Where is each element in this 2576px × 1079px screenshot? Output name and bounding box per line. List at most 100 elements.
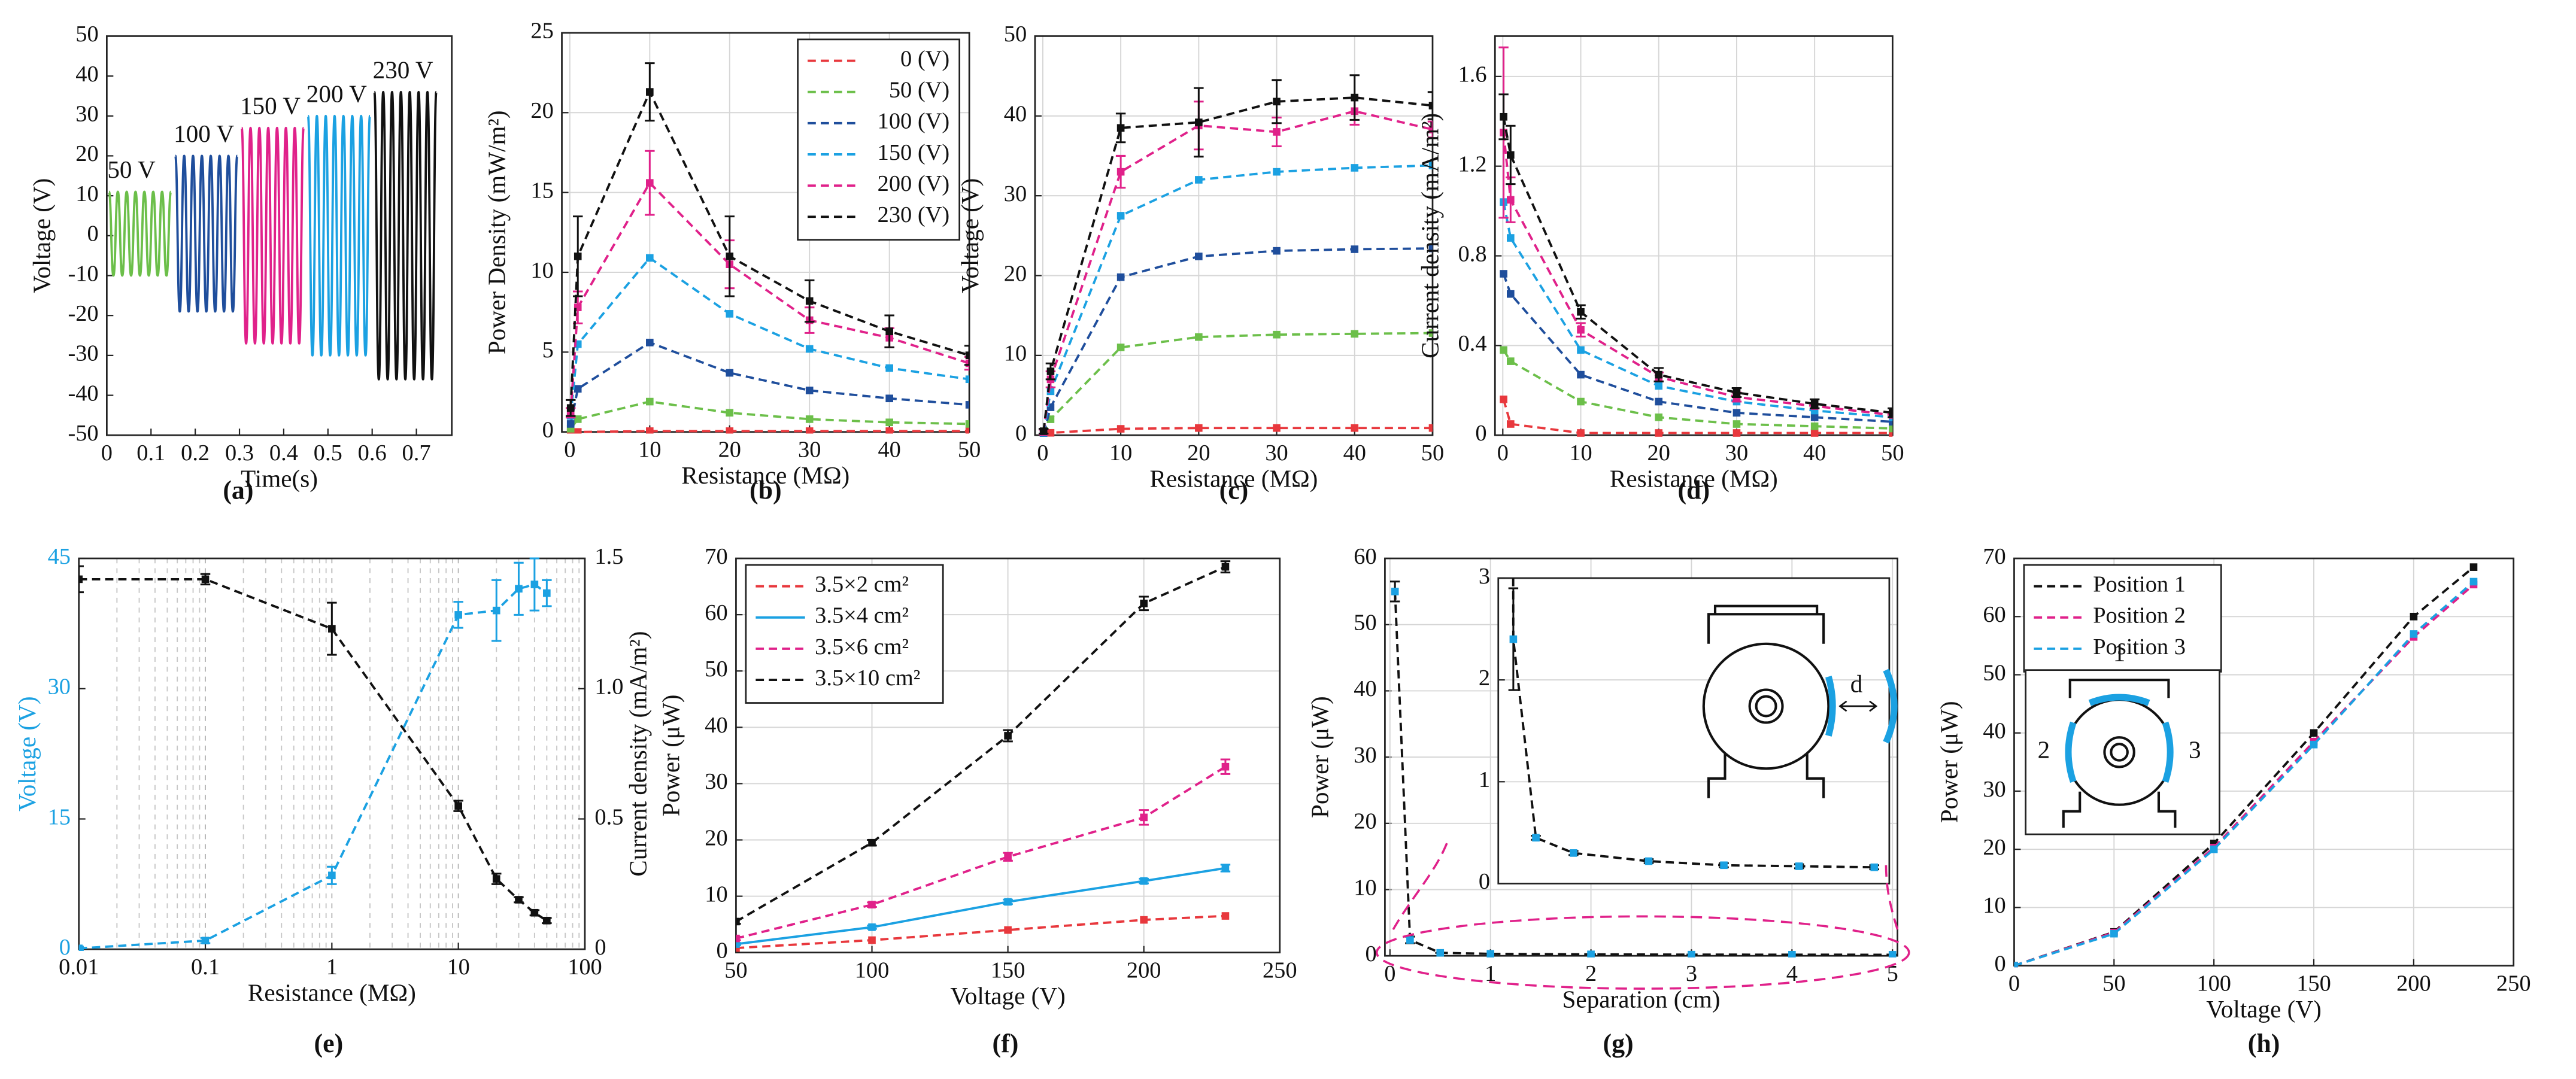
y-tick-label: 60	[1983, 602, 2005, 627]
series-line	[736, 765, 1226, 940]
series-line	[2014, 566, 2475, 967]
y-tick-label: 30	[1354, 743, 1376, 768]
x-tick-label: 0.2	[181, 440, 210, 466]
marker	[1810, 422, 1819, 430]
marker	[1688, 950, 1695, 958]
marker	[1406, 936, 1414, 944]
marker	[2310, 729, 2318, 737]
marker	[868, 901, 876, 909]
x-tick-label: 2	[1585, 961, 1597, 986]
y-tick-label: 20	[705, 825, 727, 850]
marker	[2469, 578, 2478, 586]
y-tick-label: 10	[705, 882, 727, 907]
marker	[1577, 370, 1585, 379]
x-tick-label: 30	[798, 437, 821, 462]
panel: 0 0.4 0.8 1.2 1.6 0 10 20 30 40 50 Resistance (MΩ) C…	[1416, 35, 1904, 504]
x-tick-label: 20	[1647, 440, 1670, 466]
x-tick-label: 30	[1725, 440, 1748, 466]
x-tick-label: 50	[1421, 440, 1444, 466]
marker	[1577, 308, 1585, 316]
marker	[646, 397, 654, 406]
y2-tick-label: 1.0	[594, 674, 623, 700]
y-tick-label: 50	[705, 656, 727, 682]
marker	[1116, 425, 1125, 433]
marker	[1509, 635, 1518, 643]
plot-frame	[1034, 35, 1434, 436]
x-tick-label: 0.3	[225, 440, 254, 466]
marker	[965, 401, 970, 409]
x-tick-label: 0.4	[269, 440, 298, 466]
y2-tick-label: 0.5	[594, 804, 623, 829]
series-line	[240, 126, 305, 345]
marker	[328, 871, 336, 880]
marker	[1273, 168, 1281, 176]
marker	[1116, 168, 1125, 176]
y-tick-label: 0	[59, 935, 71, 960]
motor-diagram	[1702, 604, 1898, 798]
x-axis-label: Separation (cm)	[1562, 985, 1721, 1013]
marker	[965, 351, 970, 360]
marker	[1428, 424, 1433, 432]
series-label: 50 V	[107, 156, 156, 183]
x-tick-label: 100	[568, 955, 602, 980]
y-tick-label: 20	[1004, 261, 1027, 286]
plot-frame	[561, 32, 970, 433]
zoom-connector	[1885, 862, 1899, 930]
marker	[1046, 428, 1055, 437]
marker	[1788, 950, 1796, 958]
marker	[1587, 950, 1595, 958]
marker	[1221, 864, 1230, 872]
marker	[2014, 962, 2018, 968]
y-axis-label: Current density (mA/m²)	[1416, 113, 1444, 358]
y-tick-label: -30	[68, 341, 98, 366]
marker	[1732, 420, 1741, 428]
y-tick-label: 0	[1015, 421, 1027, 446]
marker	[1889, 418, 1893, 426]
x-tick-label: 0	[1497, 440, 1509, 466]
marker	[1273, 128, 1281, 136]
x-tick-label: 0	[2008, 971, 2020, 996]
y-tick-label: 40	[1004, 102, 1027, 127]
y-tick-label: 30	[705, 769, 727, 794]
annotation: 2	[2038, 735, 2050, 763]
x-tick-label: 0.5	[314, 440, 342, 466]
marker	[646, 339, 654, 347]
y-axis-label: Voltage (V)	[956, 178, 984, 293]
marker	[1500, 113, 1507, 121]
y-tick-label: 10	[75, 181, 98, 206]
marker	[1795, 862, 1803, 870]
series-line	[174, 154, 239, 313]
x-tick-label: 3	[1686, 961, 1697, 986]
y-tick-label: 20	[530, 98, 553, 123]
x-tick-label: 10	[1109, 440, 1132, 466]
x-tick-label: 100	[2196, 971, 2231, 996]
panel-label: (a)	[223, 476, 253, 504]
x-tick-label: 150	[2296, 971, 2331, 996]
y-tick-label: 50	[75, 22, 98, 47]
marker	[1351, 164, 1359, 172]
marker	[805, 427, 814, 434]
marker	[1870, 863, 1879, 871]
marker	[805, 345, 814, 353]
marker	[454, 802, 462, 810]
y-tick-label: 0	[717, 938, 728, 963]
series-label: 200 V	[307, 80, 367, 107]
marker	[965, 420, 970, 428]
series-line	[78, 583, 548, 950]
marker	[646, 427, 654, 434]
marker	[805, 387, 814, 394]
marker	[1486, 950, 1495, 958]
y-tick-label: 70	[1983, 544, 2005, 569]
x-tick-label: 0.6	[358, 440, 387, 466]
plot-frame	[1494, 35, 1894, 436]
x-tick-label: 0	[1037, 440, 1048, 466]
marker	[1655, 382, 1663, 390]
marker	[1500, 395, 1507, 403]
x-tick-label: 10	[447, 955, 469, 980]
y-tick-label: 50	[1983, 660, 2005, 685]
plot-frame	[735, 557, 1281, 954]
y-tick-label: 0	[87, 221, 98, 247]
marker	[1577, 397, 1585, 406]
marker	[1655, 370, 1663, 379]
